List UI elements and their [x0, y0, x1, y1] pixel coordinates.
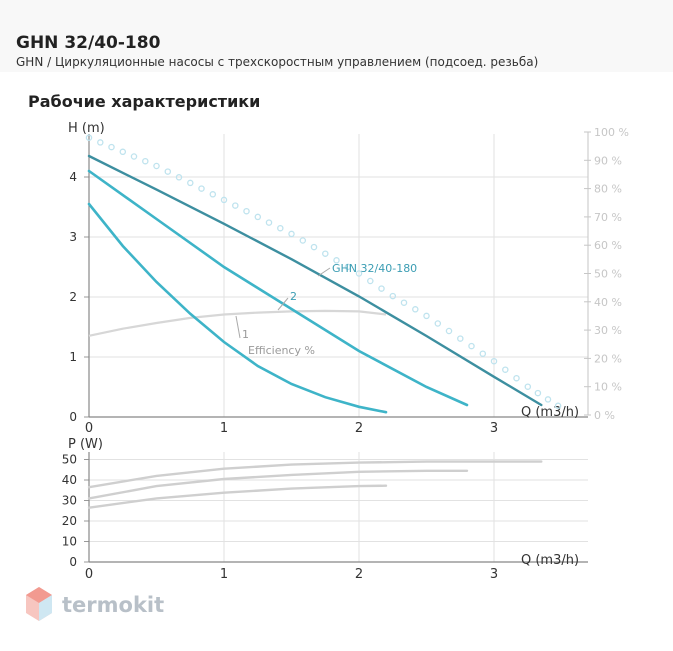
- label-leader-1: [235, 315, 241, 339]
- top-y-tick-label: 1: [69, 350, 77, 364]
- bottom-x-tick-label: 2: [355, 567, 363, 582]
- efficiency-max-dot: [198, 185, 205, 192]
- percent-axis-tick-label: 90 %: [594, 154, 622, 167]
- product-subtitle: GHN / Циркуляционные насосы с трехскорос…: [16, 55, 539, 69]
- curve-label-1: 1: [242, 328, 249, 341]
- percent-axis-tick-label: 0 %: [594, 409, 615, 422]
- efficiency-max-dot: [310, 243, 318, 251]
- efficiency-max-dot: [502, 366, 509, 373]
- efficiency-max-dot: [445, 327, 453, 335]
- efficiency-max-dot: [378, 285, 385, 292]
- efficiency-max-dot: [130, 153, 138, 160]
- bottom-x-tick-label: 3: [490, 567, 498, 582]
- bottom-y-tick-label: 0: [69, 555, 77, 569]
- power-curve-1: [87, 484, 388, 509]
- efficiency-max-dot: [288, 230, 295, 238]
- efficiency-max-dot: [423, 312, 430, 320]
- efficiency-max-dot: [554, 402, 562, 410]
- percent-axis-tick-label: 40 %: [594, 296, 622, 309]
- efficiency-max-dot: [153, 162, 160, 170]
- efficiency-max-dot: [490, 357, 498, 365]
- termokit-watermark: termokit: [24, 586, 184, 626]
- efficiency-curve: [88, 309, 387, 337]
- efficiency-max-dot: [389, 292, 397, 300]
- efficiency-max-dot: [400, 299, 408, 306]
- efficiency-max-dot: [254, 213, 262, 221]
- percent-axis-tick-label: 80 %: [594, 183, 622, 196]
- efficiency-max-dot: [355, 270, 363, 277]
- product-title: GHN 32/40-180: [16, 33, 161, 53]
- bottom-y-tick-label: 50: [62, 453, 77, 467]
- percent-axis-tick-label: 50 %: [594, 268, 622, 281]
- efficiency-max-dot: [457, 335, 464, 342]
- efficiency-max-dot: [367, 277, 374, 285]
- percent-axis-tick-label: 20 %: [594, 352, 622, 365]
- efficiency-max-dot: [232, 202, 239, 209]
- efficiency-max-dot: [108, 143, 115, 151]
- efficiency-max-dot: [344, 263, 352, 271]
- top-y-tick-label: 0: [69, 410, 77, 424]
- percent-axis-tick-label: 30 %: [594, 324, 622, 337]
- percent-axis-tick-label: 100 %: [594, 126, 629, 139]
- bottom-y-axis-label: P (W): [68, 437, 103, 452]
- efficiency-label: Efficiency %: [248, 344, 315, 357]
- efficiency-max-dot: [534, 389, 542, 397]
- percent-axis-tick-label: 70 %: [594, 211, 622, 224]
- section-title: Рабочие характеристики: [28, 92, 261, 111]
- efficiency-max-dot: [164, 168, 172, 175]
- efficiency-max-dot: [524, 383, 532, 390]
- product-header: GHN 32/40-180 GHN / Циркуляционные насос…: [0, 0, 673, 72]
- power-curve-3: [87, 460, 543, 489]
- efficiency-max-dot: [434, 320, 442, 327]
- bottom-x-tick-label: 0: [85, 567, 93, 582]
- efficiency-max-dot: [220, 196, 228, 204]
- top-y-tick-label: 2: [69, 290, 77, 304]
- bottom-y-tick-label: 30: [62, 494, 77, 508]
- label-leader-2: [277, 297, 289, 311]
- efficiency-max-dot: [299, 237, 307, 244]
- bottom-x-axis-label: Q (m3/h): [521, 553, 579, 568]
- top-x-axis-label: Q (m3/h): [521, 405, 579, 420]
- efficiency-max-dot: [175, 174, 183, 181]
- efficiency-max-dot: [265, 219, 273, 226]
- efficiency-max-dot: [513, 374, 520, 382]
- top-y-tick-label: 3: [69, 230, 77, 244]
- bottom-y-tick-label: 10: [62, 535, 77, 549]
- top-y-axis-label: H (m): [68, 121, 105, 136]
- efficiency-max-dot: [468, 342, 475, 350]
- watermark-text: termokit: [62, 593, 165, 617]
- bottom-y-tick-label: 20: [62, 514, 77, 528]
- efficiency-max-dot: [119, 148, 127, 156]
- efficiency-max-dot: [187, 179, 194, 187]
- curve-speed-1: [87, 202, 388, 414]
- efficiency-max-dot: [209, 191, 217, 198]
- top-x-tick-label: 3: [490, 421, 498, 436]
- bottom-x-tick-label: 1: [220, 567, 228, 582]
- efficiency-max-dot: [544, 396, 552, 403]
- curve-label-2: 2: [290, 290, 297, 303]
- termokit-logo-icon: [26, 587, 52, 621]
- efficiency-max-dot: [277, 224, 284, 232]
- percent-axis-tick-label: 10 %: [594, 381, 622, 394]
- curve-speed-3: [87, 154, 543, 407]
- efficiency-max-dot: [142, 157, 149, 165]
- bottom-y-tick-label: 40: [62, 473, 77, 487]
- top-x-tick-label: 2: [355, 421, 363, 436]
- top-y-tick-label: 4: [69, 170, 77, 184]
- top-x-tick-label: 0: [85, 421, 93, 436]
- power-curve-2: [87, 469, 469, 500]
- label-leader-main: [317, 267, 331, 277]
- efficiency-max-dot: [85, 134, 93, 141]
- efficiency-max-dot: [97, 139, 104, 146]
- curve-speed-2: [87, 169, 469, 407]
- efficiency-max-dot: [322, 250, 329, 257]
- efficiency-max-dot: [412, 306, 419, 313]
- top-x-tick-label: 1: [220, 421, 228, 436]
- efficiency-max-dot: [479, 350, 487, 357]
- efficiency-max-dot: [333, 257, 340, 264]
- percent-axis-tick-label: 60 %: [594, 239, 622, 252]
- curve-label-main: GHN 32/40-180: [332, 262, 417, 275]
- efficiency-max-dot: [243, 207, 250, 215]
